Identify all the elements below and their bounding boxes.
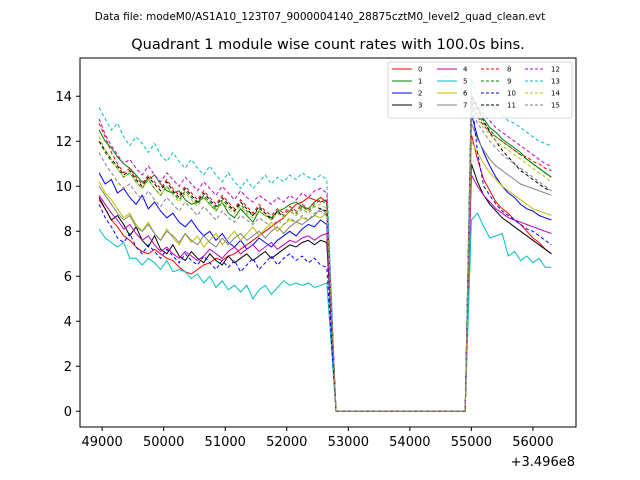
x-tick-label: 51000 [205, 435, 246, 450]
y-tick-label: 6 [64, 270, 72, 285]
x-tick-label: 49000 [81, 435, 122, 450]
legend-label-15: 15 [551, 102, 560, 110]
legend-frame [387, 61, 573, 119]
series-line-7 [98, 123, 552, 412]
y-tick-label: 12 [55, 135, 72, 150]
legend-label-6: 6 [463, 90, 468, 98]
series-line-5 [98, 212, 552, 412]
legend-label-9: 9 [507, 78, 511, 86]
y-tick-label: 2 [64, 360, 72, 375]
legend-label-10: 10 [507, 90, 516, 98]
legend-label-2: 2 [418, 90, 422, 98]
data-file-label: Data file: modeM0/AS1A10_123T07_90000041… [95, 11, 546, 23]
series-group [98, 78, 552, 412]
legend-label-3: 3 [418, 102, 422, 110]
legend-label-0: 0 [418, 66, 422, 74]
y-axis: 0 2 4 6 8 10 12 14 [55, 90, 80, 420]
plot-area [79, 57, 577, 428]
series-line-2 [98, 114, 552, 412]
x-tick-label: 50000 [143, 435, 184, 450]
x-axis-offset-label: +3.496e8 [511, 455, 575, 470]
x-tick-label: 52000 [266, 435, 307, 450]
x-tick-label: 55000 [451, 435, 492, 450]
series-line-4 [98, 173, 552, 412]
legend-label-1: 1 [418, 78, 422, 86]
series-line-12 [98, 92, 552, 412]
legend-label-11: 11 [507, 102, 516, 110]
y-tick-label: 14 [55, 90, 72, 105]
legend-label-12: 12 [551, 66, 560, 74]
y-tick-label: 0 [64, 405, 72, 420]
series-line-15 [98, 109, 552, 412]
legend-label-8: 8 [507, 66, 511, 74]
y-tick-label: 8 [64, 225, 72, 240]
legend-label-7: 7 [463, 102, 467, 110]
series-line-9 [98, 100, 552, 412]
y-tick-label: 4 [64, 315, 72, 330]
legend-label-4: 4 [463, 66, 468, 74]
plot-frame [79, 57, 577, 428]
legend-label-13: 13 [551, 78, 560, 86]
x-axis: 49000 50000 51000 52000 53000 54000 55000 56000 [81, 427, 554, 450]
y-tick-label: 10 [55, 180, 72, 195]
chart-title: Quadrant 1 module wise count rates with … [131, 37, 525, 53]
x-tick-label: 56000 [512, 435, 553, 450]
series-line-3 [98, 163, 552, 412]
legend-label-5: 5 [463, 78, 467, 86]
series-line-1 [98, 94, 552, 412]
series-line-13 [98, 78, 552, 412]
x-tick-label: 53000 [328, 435, 369, 450]
x-tick-label: 54000 [389, 435, 430, 450]
legend-label-14: 14 [551, 90, 560, 98]
